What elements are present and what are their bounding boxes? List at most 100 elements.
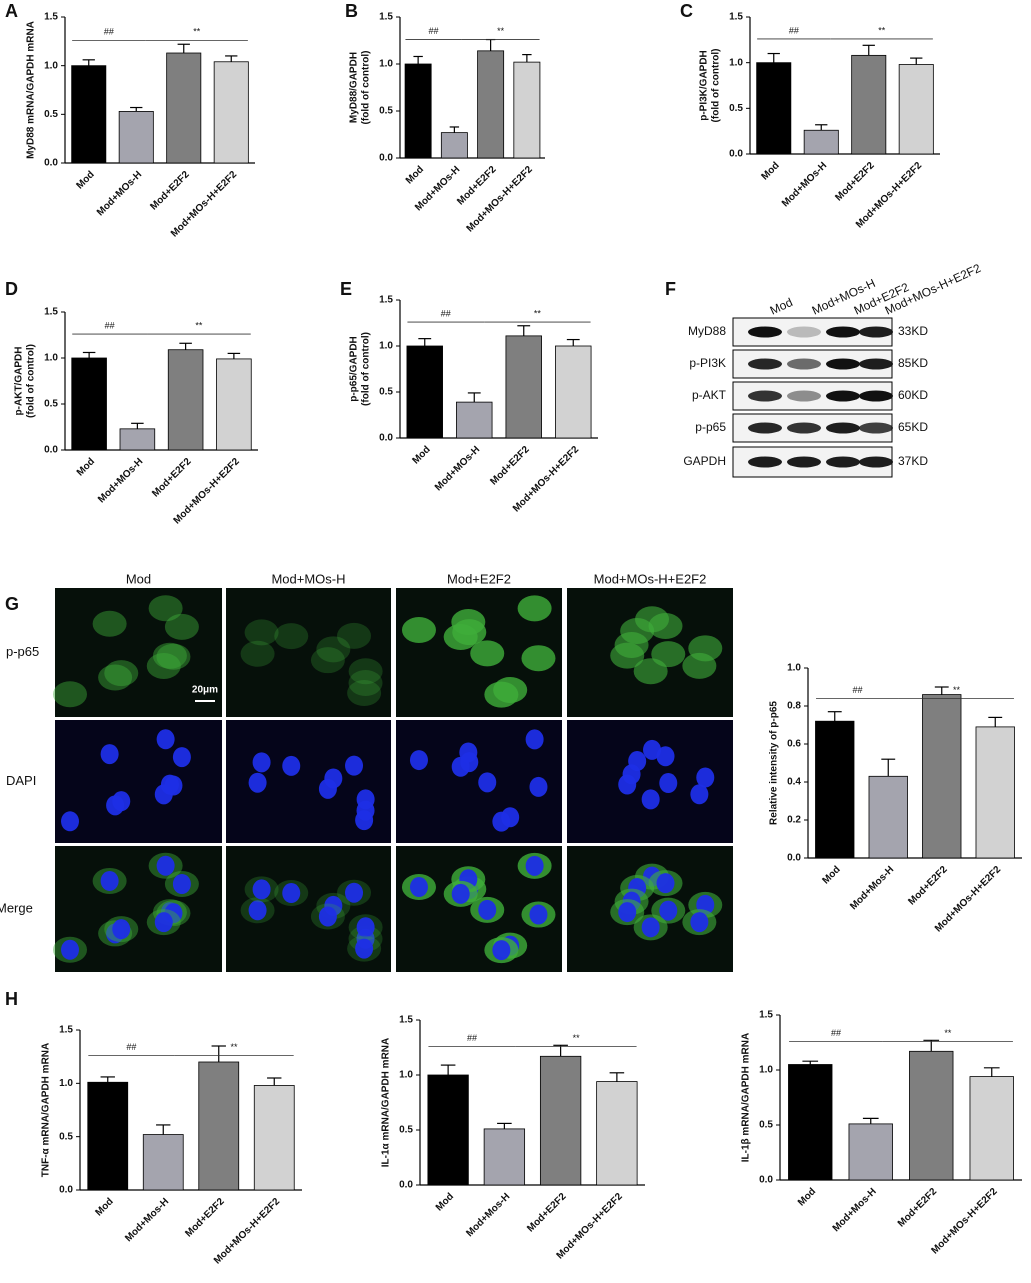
significance-label: ** [953, 685, 961, 695]
x-tick-label: Mod [820, 864, 842, 886]
y-tick-label: 0.0 [59, 1185, 73, 1196]
nucleus [690, 784, 709, 805]
nucleus [318, 906, 337, 927]
column-label: Mod+E2F2 [447, 571, 511, 586]
nucleus [282, 883, 301, 904]
column-label: Mod [126, 571, 151, 586]
y-axis-label: (fold of control) [361, 332, 372, 406]
y-axis-label: IL-1β mRNA/GAPDH mRNA [741, 1033, 752, 1162]
size-label: 85KD [898, 356, 928, 370]
nucleus [172, 873, 191, 894]
nucleus [154, 784, 173, 805]
cytoplasm [401, 617, 436, 644]
nucleus [112, 919, 131, 940]
nucleus [478, 899, 497, 920]
cytoplasm [648, 613, 683, 640]
cytoplasm [104, 660, 139, 687]
nucleus [656, 746, 675, 767]
cytoplasm [633, 658, 668, 685]
y-tick-label: 1.0 [729, 57, 743, 68]
x-tick-label: Mod+E2F2 [896, 1186, 940, 1230]
size-label: 33KD [898, 324, 928, 338]
y-tick-label: 1.5 [379, 12, 393, 23]
nucleus [525, 729, 544, 750]
x-tick-label: Mod+Mos-H [848, 864, 896, 912]
x-tick-label: Mod+MOs-H [95, 169, 144, 218]
x-tick-label: Mod [759, 160, 781, 182]
cytoplasm [348, 658, 383, 685]
y-axis-label: p-p65/GAPDH [349, 336, 360, 402]
significance-label: ** [231, 1042, 239, 1052]
protein-label: MyD88 [688, 324, 726, 338]
nucleus [355, 938, 374, 959]
significance-label: ## [429, 26, 439, 36]
nucleus [154, 912, 173, 933]
x-tick-label: Mod+E2F2 [148, 169, 192, 213]
blot-band [859, 422, 893, 434]
cytoplasm [156, 643, 191, 670]
bar [71, 65, 107, 164]
x-tick-label: Mod+E2F2 [833, 160, 877, 204]
cytoplasm [517, 595, 552, 622]
nucleus [641, 917, 660, 938]
bar [788, 1064, 833, 1181]
bar [87, 1081, 129, 1191]
nucleus [618, 902, 637, 923]
blot-band [859, 358, 893, 370]
bar [198, 1061, 240, 1191]
blot-band [826, 390, 860, 402]
significance-label: ** [497, 26, 505, 36]
panel-letter: B [345, 1, 358, 21]
cytoplasm [152, 642, 187, 669]
bar [513, 61, 541, 159]
x-tick-label: Mod [75, 456, 97, 478]
blot-band [826, 326, 860, 338]
bar [440, 132, 468, 159]
nucleus [248, 900, 267, 921]
cytoplasm [484, 681, 519, 708]
bar [505, 335, 542, 439]
bar [909, 1050, 954, 1181]
y-tick-label: 1.5 [44, 307, 58, 318]
scale-bar-label: 20μm [192, 685, 218, 696]
bar [756, 62, 792, 155]
nucleus [641, 789, 660, 810]
y-axis-label: p-AKT/GAPDH [14, 347, 25, 416]
blot-band [748, 326, 782, 338]
x-tick-label: Mod+E2F2 [906, 864, 950, 908]
y-tick-label: 1.5 [729, 12, 743, 23]
cytoplasm [610, 642, 645, 669]
x-tick-label: Mod [93, 1196, 115, 1218]
significance-label: ** [534, 308, 542, 318]
bar [167, 349, 204, 451]
bar [803, 129, 839, 155]
nucleus [282, 755, 301, 776]
bar [975, 726, 1015, 859]
protein-label: p-p65 [695, 420, 726, 434]
y-tick-label: 1.5 [44, 12, 58, 23]
panel-letter: D [5, 279, 18, 299]
nucleus [690, 912, 709, 933]
x-tick-label: Mod [434, 1191, 456, 1213]
y-axis-label: MyD88 mRNA/GAPDH mRNA [26, 21, 37, 159]
significance-label: ** [193, 27, 201, 37]
significance-label: ** [573, 1033, 581, 1043]
x-tick-label: Mod+E2F2 [525, 1191, 569, 1235]
y-tick-label: 1.0 [379, 59, 393, 70]
nucleus [252, 879, 271, 900]
cytoplasm [470, 640, 505, 667]
nucleus [525, 855, 544, 876]
y-axis-label: (fold of control) [711, 49, 722, 123]
significance-label: ## [831, 1028, 841, 1038]
cytoplasm [521, 645, 556, 672]
bar [427, 1074, 469, 1186]
y-axis-label: TNF-α mRNA/GAPDH mRNA [41, 1043, 52, 1177]
bar [868, 775, 908, 859]
bar [596, 1081, 638, 1186]
significance-label: ** [944, 1028, 952, 1038]
cytoplasm [244, 619, 279, 646]
blot-band [748, 422, 782, 434]
bar [483, 1128, 526, 1186]
row-label: Merge [0, 900, 33, 915]
